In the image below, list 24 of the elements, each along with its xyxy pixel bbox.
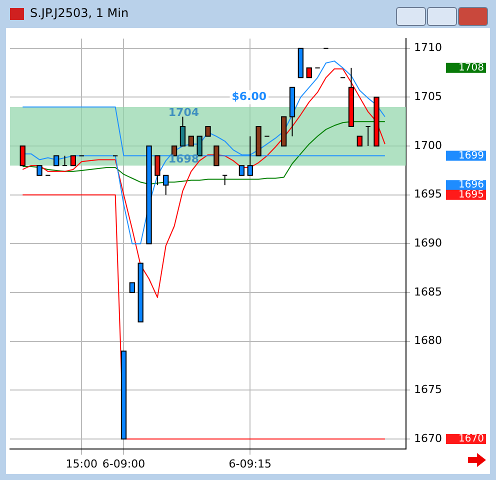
- y2-tick-label: 1695: [458, 189, 484, 200]
- y2-tick-label: 1699: [458, 150, 484, 162]
- y2-tick-label: 1696: [458, 180, 484, 191]
- x-tick-label: 6-09:15: [228, 457, 272, 470]
- y2-tick-label: 1670: [458, 434, 484, 445]
- y2-tick-label: 1708: [458, 62, 484, 74]
- annotation: 1704: [168, 106, 200, 119]
- candlestick: [365, 126, 371, 147]
- y-tick-label: 1670: [414, 432, 442, 445]
- annotation: $6.00: [232, 90, 267, 104]
- candlestick: [222, 174, 228, 186]
- y-tick-label: 1700: [414, 138, 442, 152]
- y-tick-label: 1680: [414, 334, 442, 348]
- y-tick-label: 1710: [414, 41, 442, 54]
- candlestick: [62, 155, 68, 166]
- x-tick-label: 6-09:00: [102, 457, 146, 470]
- x-tick-label: 15:00: [66, 457, 98, 470]
- y-tick-label: 1685: [414, 285, 442, 298]
- y-tick-label: 1695: [414, 188, 442, 201]
- y-tick-label: 1690: [414, 236, 442, 250]
- annotation: 1698: [168, 152, 200, 166]
- chart-title: S.JP.J2503, 1 Min: [30, 6, 129, 20]
- y-tick-label: 1705: [414, 90, 442, 104]
- y-tick-label: 1675: [414, 383, 442, 396]
